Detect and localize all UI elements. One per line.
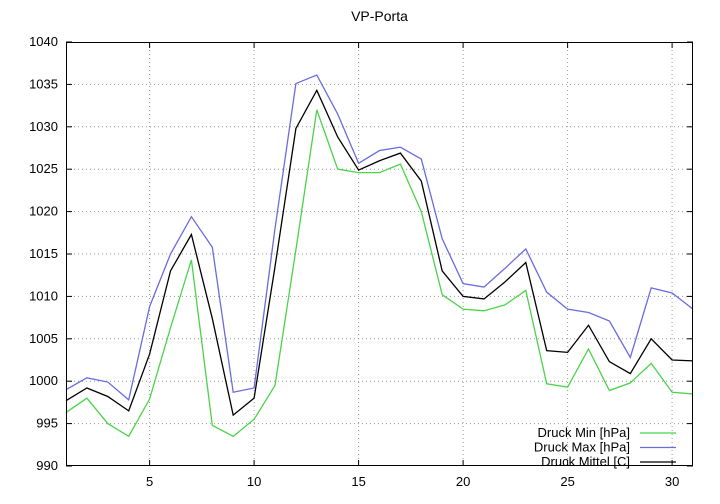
svg-text:1030: 1030 (29, 119, 58, 134)
series-line-druck-max-hpa (65, 74, 694, 402)
grid-lines (66, 42, 693, 466)
plot-border (66, 42, 693, 466)
svg-text:1015: 1015 (29, 246, 58, 261)
x-tick-labels: 5 10 15 20 25 30 (146, 474, 679, 489)
svg-text:1020: 1020 (29, 204, 58, 219)
svg-text:1010: 1010 (29, 288, 58, 303)
svg-text:1005: 1005 (29, 331, 58, 346)
svg-text:995: 995 (36, 416, 58, 431)
svg-text:1000: 1000 (29, 373, 58, 388)
legend-label: Druck Min [hPa] (538, 425, 630, 440)
svg-text:30: 30 (665, 474, 679, 489)
svg-text:25: 25 (560, 474, 574, 489)
svg-text:1035: 1035 (29, 76, 58, 91)
svg-text:5: 5 (146, 474, 153, 489)
svg-text:1040: 1040 (29, 34, 58, 49)
svg-text:990: 990 (36, 458, 58, 473)
series-line-druck-mittel-c (65, 88, 694, 417)
legend-label: Druck Mittel [C] (541, 454, 630, 469)
svg-text:10: 10 (247, 474, 261, 489)
legend-label: Druck Max [hPa] (534, 440, 630, 455)
svg-text:20: 20 (456, 474, 470, 489)
svg-text:15: 15 (351, 474, 365, 489)
legend: Druck Min [hPa]Druck Max [hPa]Druck Mitt… (534, 425, 676, 469)
series-line-druck-min-hpa (65, 109, 694, 438)
y-tick-labels: 990 995 1000 1005 1010 1015 1020 1025 1030 1035 10… (29, 34, 58, 473)
svg-text:1025: 1025 (29, 161, 58, 176)
chart-title: VP-Porta (351, 8, 408, 24)
legend-item: Druck Mittel [C] (541, 454, 676, 469)
legend-item: Druck Max [hPa] (534, 440, 676, 455)
legend-item: Druck Min [hPa] (538, 425, 676, 440)
